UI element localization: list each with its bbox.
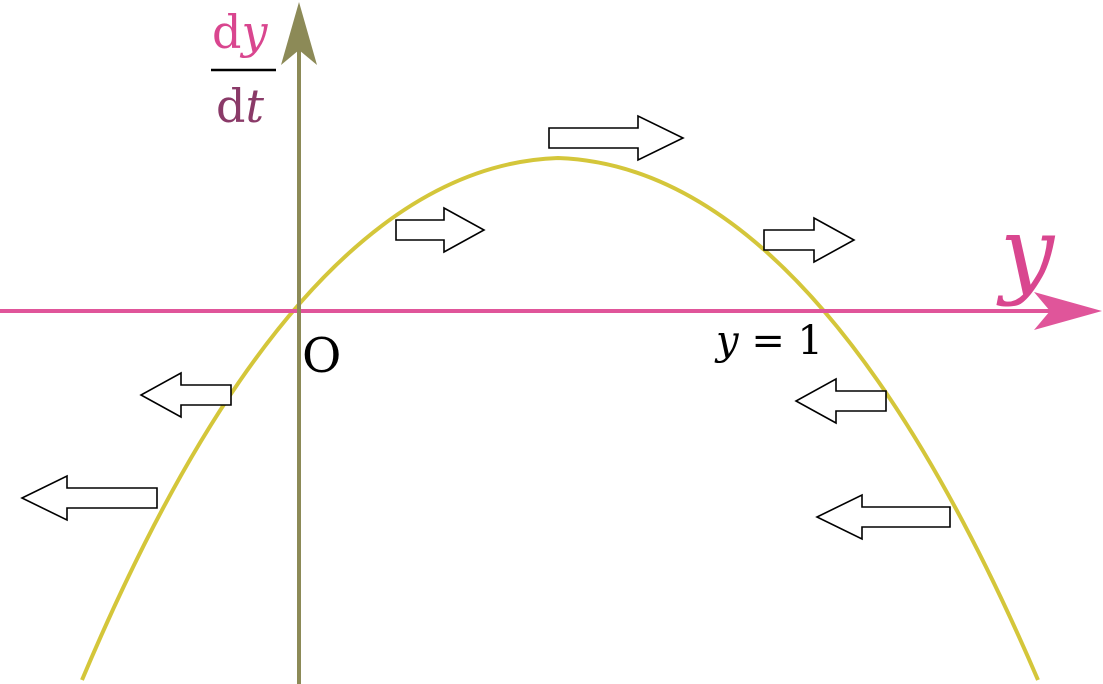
y-axis-arrowhead [1034,292,1102,330]
flow-arrow-left [20,474,158,522]
dydt-axis-arrowhead [281,2,317,65]
flow-arrow-right [763,216,856,264]
origin-label: O [302,328,341,384]
flow-arrow-left [139,371,232,419]
flow-arrow-right [395,206,486,254]
dydt-curve [80,155,1040,681]
dydt-numerator: dy [212,5,268,59]
flow-arrow-left [815,493,951,541]
flow-arrows [20,114,951,541]
flow-arrow-left [794,377,887,425]
root-label: y = 1 [714,318,823,364]
flow-arrow-right [548,114,685,162]
horizontal-axis-label: y [996,196,1056,308]
dydt-denominator: dt [216,79,264,133]
